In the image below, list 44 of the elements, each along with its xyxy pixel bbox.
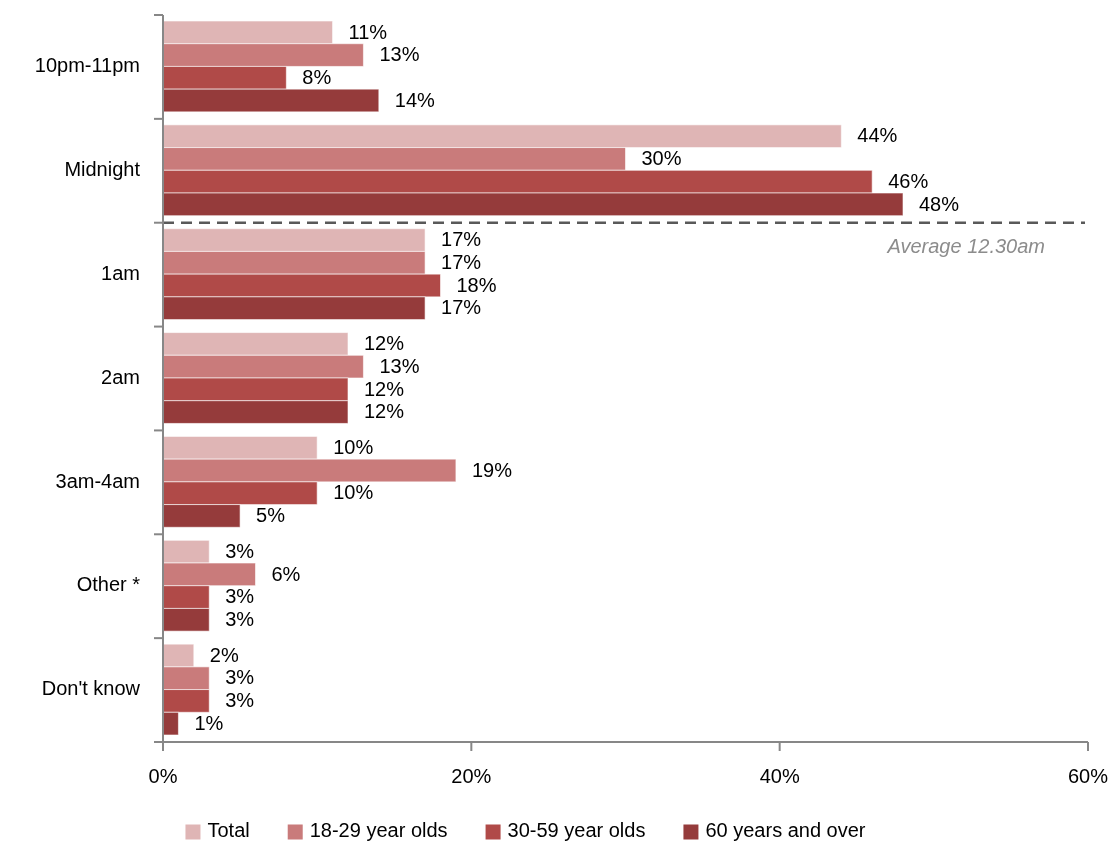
data-label: 3% [225,539,255,562]
legend-label: Total [207,819,250,842]
data-label: 2% [209,643,239,666]
data-label: 6% [271,562,301,585]
x-tick-label: 20% [451,765,492,788]
data-label: 3% [225,608,255,631]
y-tick-label: 1am [101,261,140,284]
data-label: 17% [441,228,482,251]
data-label: 30% [641,147,682,170]
legend-label: 30-59 year olds [507,819,646,842]
x-tick-label: 0% [148,765,178,788]
data-label: 10% [333,481,374,504]
legend-label: 18-29 year olds [309,819,448,842]
data-label: 46% [888,169,929,192]
data-label: 13% [379,354,420,377]
x-tick-label: 40% [759,765,800,788]
data-label: 17% [441,296,482,319]
data-label: 3% [225,666,255,689]
y-tick-label: 3am-4am [55,469,140,492]
data-label: 17% [441,251,482,274]
data-label: 12% [364,377,405,400]
y-tick-label: Don't know [41,677,141,700]
data-label: 12% [364,400,405,423]
data-label: 8% [302,66,332,89]
data-label: 48% [919,192,960,215]
data-label: 3% [225,585,255,608]
y-tick-label: Other * [76,573,141,596]
data-label: 10% [333,436,374,459]
data-label: 44% [857,124,898,147]
y-tick-label: 10pm-11pm [34,54,140,77]
data-label: 12% [364,332,405,355]
data-label: 14% [394,88,436,111]
y-tick-label: Midnight [64,158,141,181]
data-label: 11% [348,20,388,43]
y-tick-label: 2am [101,365,140,388]
annotation: Average 12.30am [886,234,1045,257]
data-label: 13% [379,43,420,66]
data-label: 5% [256,504,286,527]
data-label: 18% [456,273,497,296]
x-tick-label: 60% [1067,765,1109,788]
legend-label: 60 years and over [705,819,866,842]
data-label: 19% [471,458,513,481]
data-label: 3% [225,689,255,712]
data-label: 1% [194,711,224,734]
